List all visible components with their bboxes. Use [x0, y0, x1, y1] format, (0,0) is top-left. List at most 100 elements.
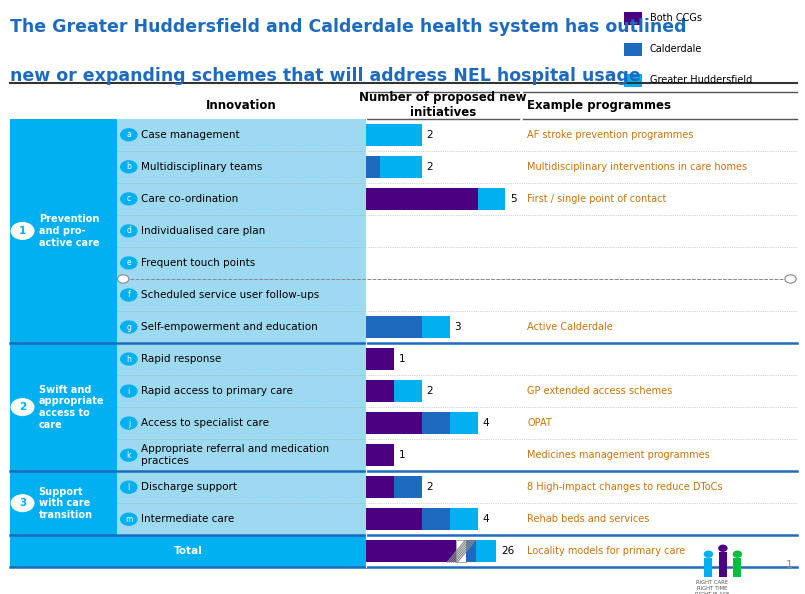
Bar [380, 156, 422, 178]
Bar [117, 535, 366, 567]
Text: Case management: Case management [141, 130, 240, 140]
Bar [422, 316, 450, 338]
Bar [366, 380, 394, 402]
Circle shape [121, 321, 137, 333]
Text: 2: 2 [19, 402, 27, 412]
Bar [450, 508, 477, 530]
Bar [422, 508, 450, 530]
Text: RIGHT CARE
RIGHT TIME
RIGHT PLACE: RIGHT CARE RIGHT TIME RIGHT PLACE [696, 580, 729, 594]
Bar [117, 343, 366, 471]
Text: a: a [126, 130, 131, 140]
Bar [117, 471, 366, 535]
Circle shape [121, 449, 137, 461]
Text: Frequent touch points: Frequent touch points [141, 258, 255, 268]
Bar [117, 119, 366, 343]
Text: Rapid access to primary care: Rapid access to primary care [141, 386, 293, 396]
Text: d: d [126, 226, 131, 235]
Text: g: g [126, 323, 131, 331]
Text: i: i [128, 387, 130, 396]
Text: Both CCGs: Both CCGs [650, 14, 702, 23]
Circle shape [118, 275, 129, 283]
Bar [366, 156, 380, 178]
Text: k: k [126, 451, 131, 460]
Text: e: e [126, 258, 131, 267]
Text: h: h [126, 355, 131, 364]
Bar [450, 412, 477, 434]
Text: Innovation: Innovation [206, 99, 277, 112]
Text: The Greater Huddersfield and Calderdale health system has outlined: The Greater Huddersfield and Calderdale … [10, 18, 686, 36]
Bar [456, 541, 466, 562]
Bar [366, 316, 422, 338]
Text: Number of proposed new
initiatives: Number of proposed new initiatives [359, 91, 526, 119]
Text: 4: 4 [482, 514, 489, 525]
Text: l: l [128, 483, 130, 492]
Text: Example programmes: Example programmes [527, 99, 671, 112]
Circle shape [121, 193, 137, 205]
Text: 1: 1 [19, 226, 27, 236]
Text: 2: 2 [427, 482, 433, 492]
Bar [394, 380, 422, 402]
Circle shape [121, 161, 137, 173]
Text: Discharge support: Discharge support [141, 482, 237, 492]
Bar [366, 541, 456, 562]
Text: 4: 4 [482, 418, 489, 428]
Text: m: m [125, 515, 133, 524]
Bar [10, 471, 117, 535]
Text: 1: 1 [399, 450, 406, 460]
Circle shape [121, 513, 137, 525]
Text: OPAT: OPAT [527, 418, 552, 428]
Text: Access to specialist care: Access to specialist care [141, 418, 269, 428]
Bar [624, 43, 642, 56]
Text: 26: 26 [501, 546, 514, 556]
Bar [366, 188, 477, 210]
Text: 2: 2 [427, 130, 433, 140]
Text: Scheduled service user follow-ups: Scheduled service user follow-ups [141, 290, 319, 300]
Text: 8 High-impact changes to reduce DToCs: 8 High-impact changes to reduce DToCs [527, 482, 723, 492]
Circle shape [719, 545, 727, 551]
Text: 1: 1 [786, 560, 793, 570]
Bar [10, 119, 117, 343]
Text: f: f [127, 290, 130, 299]
Circle shape [121, 353, 137, 365]
Text: Medicines management programmes: Medicines management programmes [527, 450, 710, 460]
Circle shape [121, 481, 137, 493]
Circle shape [121, 257, 137, 269]
Bar [366, 412, 422, 434]
Bar [366, 508, 422, 530]
Bar [10, 535, 117, 567]
Text: Active Calderdale: Active Calderdale [527, 322, 613, 332]
Circle shape [121, 417, 137, 429]
Circle shape [785, 275, 796, 283]
Circle shape [11, 495, 34, 511]
Text: c: c [126, 194, 131, 203]
Bar [733, 558, 741, 577]
Circle shape [704, 551, 712, 557]
Text: 5: 5 [510, 194, 517, 204]
Bar [704, 558, 712, 577]
Text: 2: 2 [427, 386, 433, 396]
Bar [10, 343, 117, 471]
Text: Greater Huddersfield: Greater Huddersfield [650, 75, 752, 85]
Text: Intermediate care: Intermediate care [141, 514, 234, 525]
Circle shape [733, 551, 741, 557]
Text: Swift and
appropriate
access to
care: Swift and appropriate access to care [39, 385, 104, 429]
Circle shape [121, 129, 137, 141]
Bar [719, 552, 727, 577]
Text: Rehab beds and services: Rehab beds and services [527, 514, 650, 525]
Text: 1: 1 [399, 354, 406, 364]
Text: Self-empowerment and education: Self-empowerment and education [141, 322, 318, 332]
Text: Total: Total [174, 546, 202, 556]
Text: Prevention
and pro-
active care: Prevention and pro- active care [39, 214, 99, 248]
Bar [477, 541, 496, 562]
Text: 3: 3 [455, 322, 461, 332]
Circle shape [11, 399, 34, 415]
Circle shape [121, 225, 137, 237]
Bar [422, 412, 450, 434]
Bar [366, 124, 422, 146]
Bar [477, 188, 506, 210]
Circle shape [121, 385, 137, 397]
Text: b: b [126, 162, 131, 171]
Circle shape [11, 223, 34, 239]
Bar [394, 476, 422, 498]
Text: Rapid response: Rapid response [141, 354, 221, 364]
